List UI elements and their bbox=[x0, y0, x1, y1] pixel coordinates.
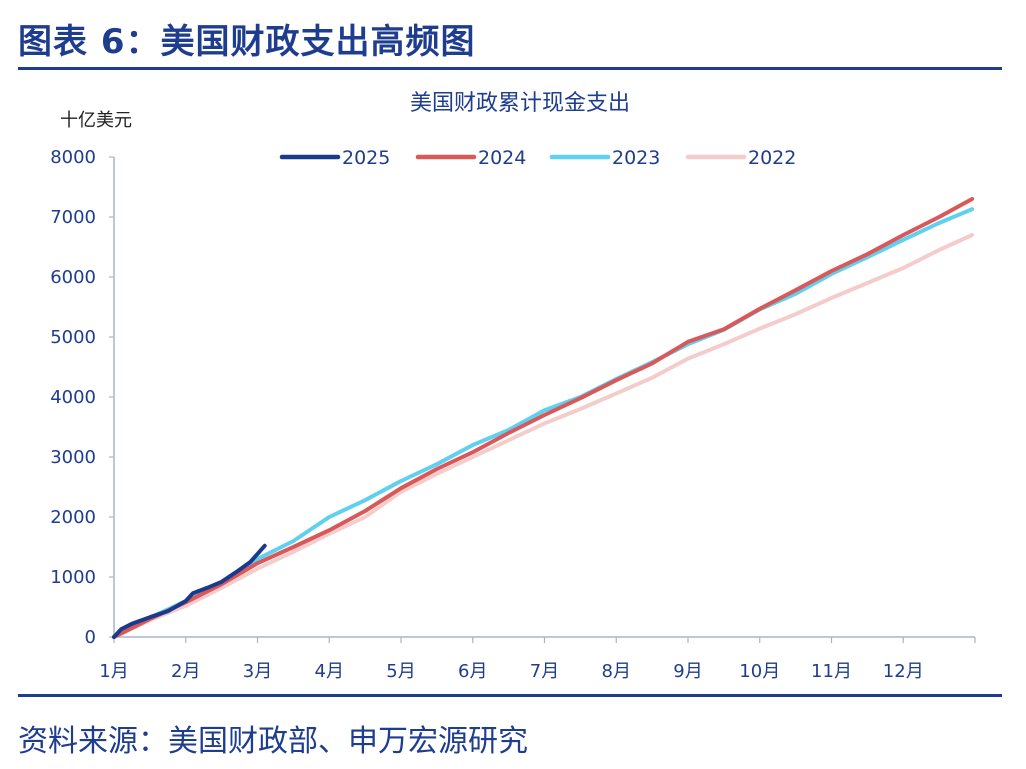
legend-label-2023: 2023 bbox=[612, 147, 660, 169]
x-tick-label: 5月 bbox=[386, 661, 415, 682]
series-line-2022 bbox=[112, 233, 975, 639]
figure-title: 图表 6：美国财政支出高频图 bbox=[18, 22, 476, 62]
top-rule bbox=[18, 67, 1002, 70]
x-tick-label: 2月 bbox=[171, 661, 200, 682]
series-layer bbox=[112, 197, 975, 639]
y-tick-label: 8000 bbox=[50, 147, 96, 168]
legend-label-2025: 2025 bbox=[342, 147, 390, 169]
chart-title: 美国财政累计现金支出 bbox=[410, 91, 630, 116]
legend: 2025 2024 2023 2022 bbox=[279, 147, 796, 169]
y-tick-label: 7000 bbox=[50, 207, 96, 228]
y-tick-label: 3000 bbox=[50, 447, 96, 468]
y-tick-label: 1000 bbox=[50, 567, 96, 588]
x-tick-label: 10月 bbox=[739, 661, 780, 682]
y-tick-label: 2000 bbox=[50, 507, 96, 528]
x-tick-label: 7月 bbox=[530, 661, 559, 682]
x-tick-label: 4月 bbox=[315, 661, 344, 682]
x-tick-label: 12月 bbox=[883, 661, 924, 682]
x-tick-label: 3月 bbox=[243, 661, 272, 682]
series-line-2025 bbox=[112, 543, 267, 639]
series-line-2024 bbox=[112, 197, 975, 639]
axes: 0 1000 2000 3000 4000 5000 6000 7000 8000 1月 2月 3月 4… bbox=[50, 147, 976, 682]
x-tick-label: 1月 bbox=[99, 661, 128, 682]
source-note: 资料来源：美国财政部、申万宏源研究 bbox=[18, 724, 528, 759]
legend-label-2024: 2024 bbox=[478, 147, 526, 169]
legend-label-2022: 2022 bbox=[748, 147, 796, 169]
y-tick-label: 4000 bbox=[50, 387, 96, 408]
x-tick-label: 8月 bbox=[602, 661, 631, 682]
y-tick-label: 6000 bbox=[50, 267, 96, 288]
bottom-rule bbox=[18, 694, 1002, 697]
x-tick-label: 6月 bbox=[458, 661, 487, 682]
y-axis-unit-label: 十亿美元 bbox=[60, 110, 132, 131]
x-tick-label: 11月 bbox=[811, 661, 852, 682]
x-tick-label: 9月 bbox=[673, 661, 702, 682]
series-line-2023 bbox=[112, 207, 975, 639]
y-tick-label: 5000 bbox=[50, 327, 96, 348]
y-tick-label: 0 bbox=[85, 627, 96, 648]
